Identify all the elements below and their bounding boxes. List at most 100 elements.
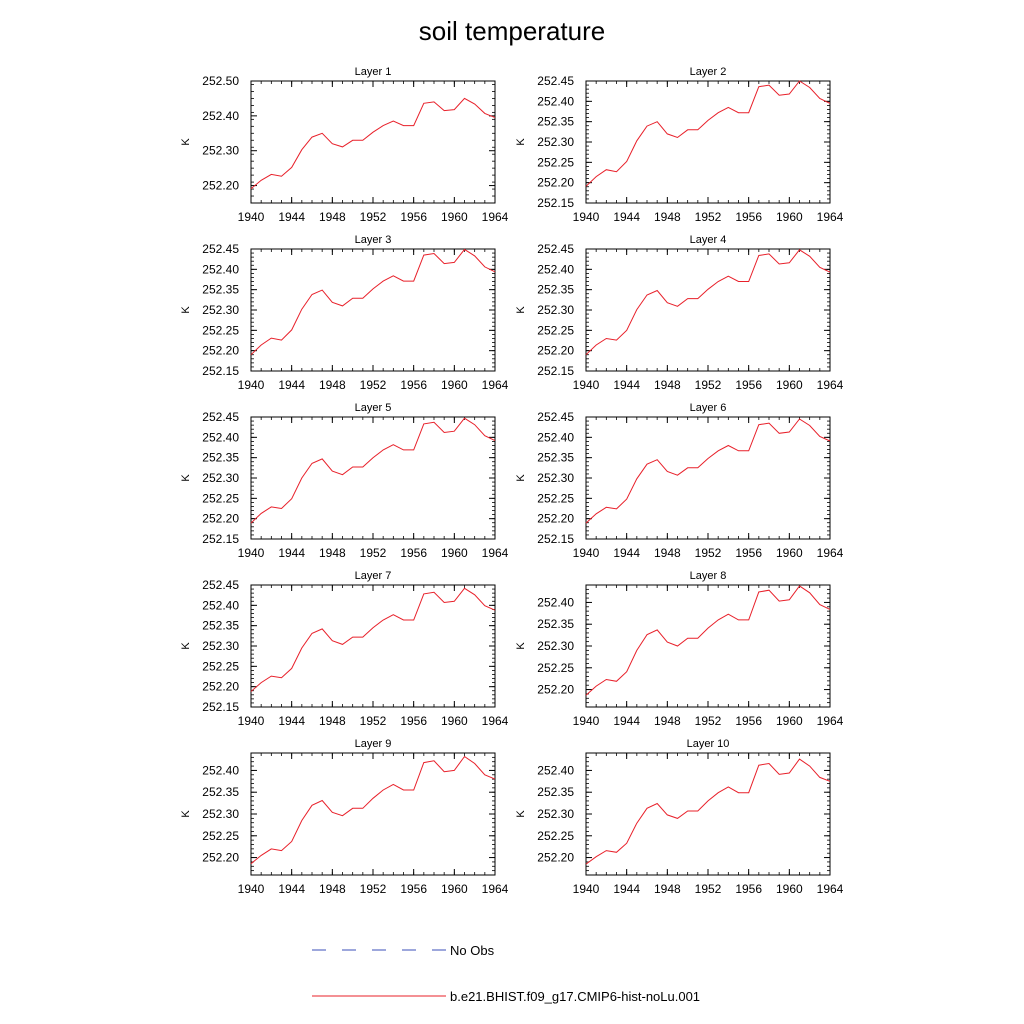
- x-tick-label: 1940: [238, 210, 265, 224]
- x-tick-label: 1964: [817, 546, 844, 560]
- x-tick-label: 1952: [695, 714, 722, 728]
- y-tick-label: 252.40: [537, 595, 574, 609]
- y-tick-label: 252.15: [537, 532, 574, 546]
- y-tick-label: 252.35: [202, 451, 239, 465]
- x-tick-label: 1948: [319, 210, 346, 224]
- y-tick-label: 252.35: [537, 283, 574, 297]
- y-tick-label: 252.40: [537, 763, 574, 777]
- y-tick-label: 252.30: [202, 144, 239, 158]
- x-tick-label: 1964: [482, 714, 509, 728]
- x-tick-label: 1964: [482, 210, 509, 224]
- y-tick-label: 252.45: [202, 578, 239, 592]
- x-tick-label: 1960: [776, 378, 803, 392]
- y-tick-label: 252.40: [202, 109, 239, 123]
- y-tick-label: 252.25: [202, 323, 239, 337]
- y-tick-label: 252.25: [202, 659, 239, 673]
- plot-frame: [250, 752, 496, 876]
- y-tick-label: 252.45: [537, 74, 574, 88]
- y-tick-label: 252.20: [537, 683, 574, 697]
- panel-layer-4: Layer 4 1940 1944 1948 1952 1956 1960 1964 252.1…: [515, 234, 844, 392]
- y-tick-label: 252.20: [202, 179, 239, 193]
- x-tick-label: 1964: [817, 882, 844, 896]
- x-tick-label: 1956: [400, 378, 427, 392]
- panel-layer-3: Layer 3 1940 1944 1948 1952 1956 1960 1964 252.1…: [180, 234, 509, 392]
- x-tick-label: 1956: [735, 714, 762, 728]
- y-axis-label: K: [515, 810, 527, 818]
- legend-label-no-obs: No Obs: [450, 943, 495, 958]
- y-tick-label: 252.15: [202, 364, 239, 378]
- x-tick-label: 1940: [573, 714, 600, 728]
- x-tick-label: 1952: [360, 714, 387, 728]
- y-tick-label: 252.25: [537, 491, 574, 505]
- x-tick-label: 1956: [400, 546, 427, 560]
- y-axis-label: K: [515, 306, 527, 314]
- x-tick-label: 1956: [735, 546, 762, 560]
- y-tick-label: 252.25: [202, 491, 239, 505]
- x-tick-label: 1944: [278, 378, 305, 392]
- y-tick-label: 252.35: [202, 619, 239, 633]
- x-tick-label: 1960: [776, 882, 803, 896]
- series-line: [585, 585, 831, 696]
- y-tick-label: 252.25: [537, 155, 574, 169]
- y-tick-label: 252.40: [202, 598, 239, 612]
- y-axis-label: K: [180, 138, 192, 146]
- y-tick-label: 252.25: [537, 323, 574, 337]
- y-tick-label: 252.45: [537, 410, 574, 424]
- panel-title: Layer 7: [355, 570, 392, 582]
- plot-frame: [585, 416, 831, 540]
- plot-frame: [585, 752, 831, 876]
- y-tick-label: 252.30: [537, 303, 574, 317]
- y-axis-label: K: [180, 474, 192, 482]
- plot-frame: [585, 248, 831, 372]
- x-tick-label: 1948: [319, 714, 346, 728]
- y-tick-label: 252.25: [202, 829, 239, 843]
- y-tick-label: 252.35: [202, 785, 239, 799]
- x-tick-label: 1948: [319, 378, 346, 392]
- x-tick-label: 1964: [817, 378, 844, 392]
- panel-layer-6: Layer 6 1940 1944 1948 1952 1956 1960 1964 252.1…: [515, 402, 844, 560]
- series-line: [585, 418, 831, 524]
- panel-layer-9: Layer 9 1940 1944 1948 1952 1956 1960 1964 252.2…: [180, 738, 509, 896]
- x-tick-label: 1944: [613, 882, 640, 896]
- series-line: [250, 248, 496, 356]
- panel-title: Layer 5: [355, 402, 392, 414]
- x-tick-label: 1940: [573, 882, 600, 896]
- x-tick-label: 1960: [441, 882, 468, 896]
- x-tick-label: 1940: [573, 546, 600, 560]
- y-tick-label: 252.15: [537, 364, 574, 378]
- panel-title: Layer 6: [690, 402, 727, 414]
- legend-label-model: b.e21.BHIST.f09_g17.CMIP6-hist-noLu.001: [450, 989, 700, 1004]
- x-tick-label: 1948: [654, 714, 681, 728]
- x-tick-label: 1952: [695, 378, 722, 392]
- plot-frame: [250, 584, 496, 708]
- x-tick-label: 1952: [360, 882, 387, 896]
- panel-title: Layer 3: [355, 234, 392, 246]
- x-tick-label: 1960: [776, 210, 803, 224]
- y-tick-label: 252.40: [202, 763, 239, 777]
- x-tick-label: 1952: [695, 882, 722, 896]
- x-tick-label: 1956: [735, 378, 762, 392]
- y-tick-label: 252.35: [537, 115, 574, 129]
- panel-title: Layer 9: [355, 738, 392, 750]
- x-tick-label: 1964: [482, 378, 509, 392]
- x-tick-label: 1948: [654, 378, 681, 392]
- x-tick-label: 1960: [776, 546, 803, 560]
- y-tick-label: 252.20: [202, 512, 239, 526]
- y-tick-label: 252.20: [537, 344, 574, 358]
- y-tick-label: 252.45: [202, 242, 239, 256]
- x-tick-label: 1956: [400, 210, 427, 224]
- y-tick-label: 252.25: [537, 829, 574, 843]
- y-tick-label: 252.20: [537, 176, 574, 190]
- figure-title: soil temperature: [419, 16, 605, 46]
- y-tick-label: 252.20: [202, 344, 239, 358]
- x-tick-label: 1944: [278, 546, 305, 560]
- y-tick-label: 252.30: [202, 639, 239, 653]
- y-axis-label: K: [515, 474, 527, 482]
- x-tick-label: 1944: [613, 210, 640, 224]
- x-tick-label: 1948: [654, 546, 681, 560]
- plot-frame: [250, 80, 496, 204]
- panel-layer-7: Layer 7 1940 1944 1948 1952 1956 1960 1964 252.1…: [180, 570, 509, 728]
- x-tick-label: 1952: [695, 210, 722, 224]
- plot-frame: [585, 80, 831, 204]
- y-tick-label: 252.20: [537, 851, 574, 865]
